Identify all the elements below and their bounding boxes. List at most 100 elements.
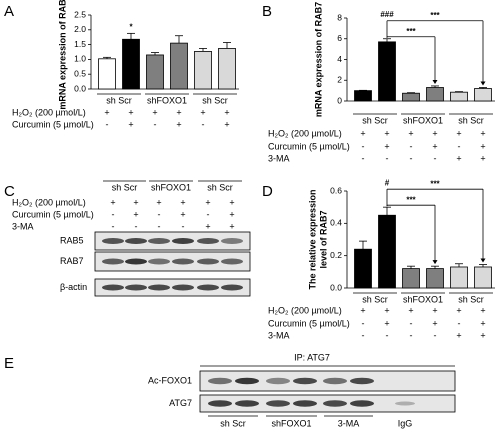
treatment-sign: - xyxy=(158,221,161,231)
blot-band xyxy=(125,238,147,244)
group-label: shFOXO1 xyxy=(403,294,443,304)
blot-band xyxy=(350,400,374,407)
blot-row-label: RAB7 xyxy=(60,256,84,266)
error-bar xyxy=(383,38,391,42)
treatment-sign: - xyxy=(410,330,413,340)
error-bar xyxy=(479,264,487,267)
y-tick-label: 4 xyxy=(337,54,342,64)
error-bar xyxy=(127,32,135,40)
treatment-sign: + xyxy=(205,197,210,207)
blot-band xyxy=(323,377,347,385)
error-bar xyxy=(103,56,111,59)
blot-band xyxy=(293,377,317,385)
group-label: sh Scr xyxy=(106,95,132,105)
bar xyxy=(146,54,164,90)
bar xyxy=(378,214,396,289)
significance: * xyxy=(129,22,133,31)
treatment-sign: + xyxy=(432,318,437,328)
treatment-sign: + xyxy=(432,128,437,138)
bracket-label: *** xyxy=(430,11,440,20)
treatment-label: H₂O₂ (200 µmol/L) xyxy=(268,305,342,315)
group-label: sh Scr xyxy=(362,115,388,125)
panel-letter: E xyxy=(4,355,14,372)
y-tick-label: 0.5 xyxy=(74,68,86,78)
blot-band xyxy=(125,284,147,291)
y-tick-label: 0.6 xyxy=(330,185,342,195)
treatment-sign: - xyxy=(106,119,109,129)
error-bar xyxy=(407,265,415,269)
significance: ### xyxy=(380,10,394,19)
treatment-label: Curcumin (5 µmol/L) xyxy=(12,209,94,219)
bar xyxy=(426,87,444,102)
blot-row-label: β-actin xyxy=(60,282,87,292)
bar xyxy=(218,48,236,90)
y-tick-label: 1.0 xyxy=(74,54,86,64)
y-axis-label: mRNA expression of RAB5 xyxy=(57,0,67,110)
group-label: shFOXO1 xyxy=(151,182,191,192)
group-label: sh Scr xyxy=(207,182,233,192)
error-bar xyxy=(407,92,415,94)
y-tick-label: 0.0 xyxy=(330,282,342,292)
treatment-sign: + xyxy=(384,305,389,315)
y-axis-label: The relative expression xyxy=(307,189,317,289)
group-label: shFOXO1 xyxy=(403,115,443,125)
bar xyxy=(450,266,468,289)
blot-band xyxy=(197,258,219,265)
treatment-label: 3-MA xyxy=(268,153,290,163)
treatment-sign: - xyxy=(135,221,138,231)
error-bar xyxy=(431,85,439,88)
treatment-sign: + xyxy=(408,305,413,315)
treatment-sign: - xyxy=(410,318,413,328)
error-bar xyxy=(431,265,439,269)
treatment-sign: - xyxy=(154,119,157,129)
treatment-sign: + xyxy=(480,318,485,328)
treatment-sign: + xyxy=(360,305,365,315)
error-bar xyxy=(223,42,231,49)
blot-band xyxy=(350,377,374,385)
bracket-label: *** xyxy=(406,195,416,204)
blot-band xyxy=(197,238,219,244)
blot-row-label: Ac-FOXO1 xyxy=(148,375,192,385)
blot-band xyxy=(323,400,347,407)
lane-label: IgG xyxy=(398,418,413,428)
significance: # xyxy=(385,178,390,187)
treatment-sign: + xyxy=(128,119,133,129)
group-label: shFOXO1 xyxy=(147,95,187,105)
treatment-sign: + xyxy=(229,209,234,219)
bracket-label: *** xyxy=(430,179,440,188)
y-tick-label: 0.4 xyxy=(330,218,342,228)
y-tick-label: 2.5 xyxy=(74,9,86,19)
treatment-sign: + xyxy=(432,141,437,151)
treatment-label: H₂O₂ (200 µmol/L) xyxy=(268,128,342,138)
y-axis-label: level of RAB7 xyxy=(318,210,328,268)
bracket-arrow xyxy=(480,81,486,86)
treatment-sign: - xyxy=(112,209,115,219)
bar xyxy=(474,88,492,102)
treatment-sign: + xyxy=(480,128,485,138)
treatment-label: 3-MA xyxy=(12,221,34,231)
group-label: sh Scr xyxy=(202,95,228,105)
treatment-sign: + xyxy=(152,107,157,117)
treatment-sign: + xyxy=(384,128,389,138)
blot-band xyxy=(197,284,219,291)
treatment-sign: + xyxy=(180,209,185,219)
bracket-arrow xyxy=(432,79,438,84)
treatment-sign: + xyxy=(110,197,115,207)
treatment-sign: + xyxy=(480,153,485,163)
treatment-sign: + xyxy=(128,107,133,117)
treatment-sign: + xyxy=(205,221,210,231)
group-label: sh Scr xyxy=(112,182,138,192)
blot-band xyxy=(208,400,232,407)
treatment-sign: - xyxy=(386,153,389,163)
error-bar xyxy=(455,263,463,267)
treatment-sign: + xyxy=(224,119,229,129)
treatment-sign: - xyxy=(362,141,365,151)
blot-band xyxy=(266,400,290,407)
treatment-sign: + xyxy=(180,197,185,207)
treatment-sign: + xyxy=(408,128,413,138)
blot-band xyxy=(235,377,259,385)
group-label: sh Scr xyxy=(458,115,484,125)
panel-letter: B xyxy=(262,3,272,20)
error-bar xyxy=(151,52,159,55)
blot-band xyxy=(148,238,170,244)
